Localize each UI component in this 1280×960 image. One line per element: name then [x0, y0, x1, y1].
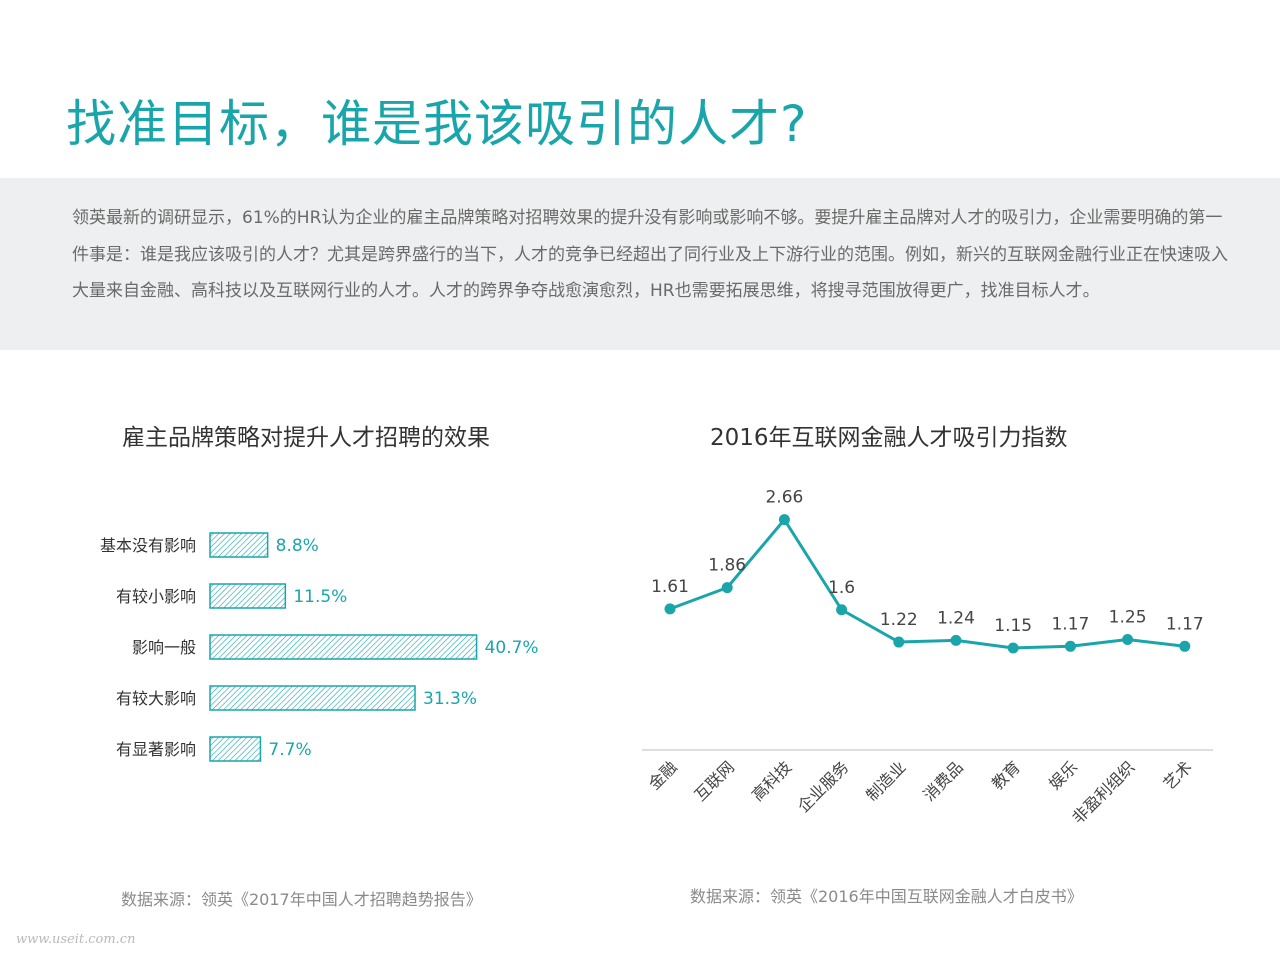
point-value-label: 1.25 [1109, 608, 1147, 628]
data-point [1179, 640, 1191, 652]
point-value-label: 2.66 [765, 488, 803, 508]
bar [209, 532, 269, 558]
x-tick-label: 消费品 [919, 757, 966, 804]
x-tick-label: 高科技 [748, 757, 795, 804]
bar-category-label: 有较大影响 [116, 689, 196, 708]
x-tick-label: 教育 [988, 757, 1024, 793]
page-title: 找准目标，谁是我该吸引的人才? [66, 95, 808, 153]
line-chart-source: 数据来源：领英《2016年中国互联网金融人才白皮书》 [690, 887, 1083, 906]
point-value-label: 1.61 [651, 577, 689, 597]
bar-chart-source: 数据来源：领英《2017年中国人才招聘趋势报告》 [121, 890, 482, 909]
data-point [1064, 640, 1076, 652]
point-value-label: 1.15 [994, 616, 1032, 636]
bar-chart: 基本没有影响 8.8% 有较小影响 11.5% 影响一般 40.7% 有较大影响 31.3% 有… [100, 532, 539, 762]
bar-category-label: 影响一般 [132, 638, 196, 657]
bar-value-label: 31.3% [423, 689, 477, 709]
point-value-label: 1.6 [828, 578, 855, 598]
intro-band: 领英最新的调研显示，61%的HR认为企业的雇主品牌策略对招聘效果的提升没有影响或… [0, 178, 1280, 350]
watermark: www.useit.com.cn [16, 932, 136, 947]
point-value-label: 1.17 [1051, 614, 1089, 634]
data-point [721, 582, 733, 594]
bar-category-label: 有较小影响 [116, 587, 196, 606]
bar-category-label: 基本没有影响 [100, 536, 196, 555]
bar [209, 685, 416, 711]
data-point [778, 514, 790, 526]
line-chart-title: 2016年互联网金融人才吸引力指数 [710, 425, 1068, 451]
bar [209, 583, 287, 609]
bar-value-label: 40.7% [485, 638, 539, 658]
x-tick-label: 娱乐 [1045, 757, 1081, 793]
data-point [1122, 634, 1134, 645]
x-tick-label: 非盈利组织 [1068, 757, 1138, 827]
x-tick-label: 艺术 [1160, 757, 1196, 793]
bar-value-label: 11.5% [293, 587, 347, 607]
data-point [836, 604, 848, 616]
point-value-label: 1.86 [708, 556, 746, 576]
data-point [664, 603, 676, 615]
line-chart: 1.61 金融 1.86 互联网 2.66 高科技 1.6 企业服务 1.22 制造业 1.24 消费… [642, 488, 1213, 827]
x-tick-label: 金融 [645, 757, 681, 793]
data-point [893, 636, 905, 648]
bar [209, 634, 478, 660]
bar [209, 736, 262, 762]
data-point [950, 634, 962, 646]
bar-chart-title: 雇主品牌策略对提升人才招聘的效果 [122, 425, 490, 451]
x-tick-label: 互联网 [691, 757, 738, 804]
bar-value-label: 7.7% [268, 740, 311, 760]
data-point [1007, 642, 1019, 654]
x-tick-label: 制造业 [862, 757, 909, 804]
x-tick-label: 企业服务 [794, 757, 853, 816]
series-line [669, 518, 1185, 650]
bar-category-label: 有显著影响 [116, 740, 196, 759]
bar-value-label: 8.8% [276, 536, 319, 556]
point-value-label: 1.17 [1166, 614, 1204, 634]
point-value-label: 1.22 [880, 610, 918, 630]
point-value-label: 1.24 [937, 608, 975, 628]
intro-text: 领英最新的调研显示，61%的HR认为企业的雇主品牌策略对招聘效果的提升没有影响或… [72, 208, 1228, 301]
